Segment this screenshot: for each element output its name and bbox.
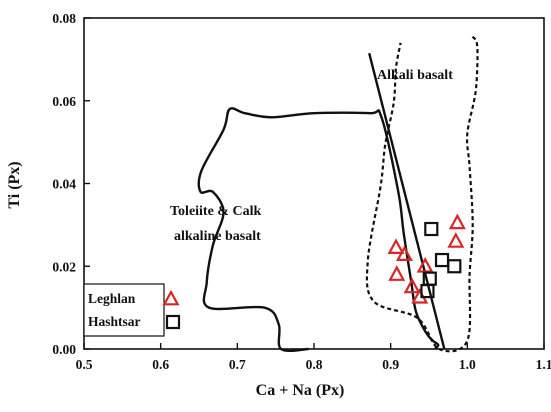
- tholeiite-label-line-1: Toleiite & Calk: [170, 204, 261, 219]
- leghlan-point: [395, 245, 413, 261]
- legend-label-hashtsar: Hashtsar: [88, 314, 141, 329]
- x-tick-label: 1.0: [459, 357, 476, 372]
- leghlan-point: [448, 213, 466, 230]
- y-tick-label: 0.04: [52, 177, 76, 192]
- axis-labels: Ca + Na (Px) Ti (Px): [6, 161, 344, 399]
- field-boundaries: [197, 35, 479, 353]
- hashtsar-point: [434, 252, 450, 268]
- legend-marker-hashtsar: [165, 314, 181, 330]
- x-tick-label: 0.8: [306, 357, 323, 372]
- leghlan-point: [388, 265, 406, 281]
- legend-markers: [162, 289, 181, 330]
- x-tick-label: 1.1: [536, 357, 551, 372]
- y-tick-label: 0.00: [52, 342, 76, 357]
- alkali-field-boundary: [365, 35, 479, 353]
- tholeiite-field-boundary: [197, 107, 440, 353]
- y-tick-label: 0.06: [52, 94, 76, 109]
- y-axis-label: Ti (Px): [6, 161, 23, 208]
- divider-line: [368, 52, 446, 350]
- leghlan-point: [403, 277, 421, 294]
- x-tick-label: 0.7: [229, 357, 246, 372]
- leghlan-point: [447, 232, 465, 248]
- region-annotations: Alkali basalt Toleiite & Calk alkaline b…: [170, 68, 453, 244]
- x-tick-label: 0.5: [76, 357, 93, 372]
- x-tick-label: 0.9: [382, 357, 399, 372]
- legend-box: [83, 283, 165, 337]
- hashtsar-point: [447, 259, 462, 274]
- x-axis-label: Ca + Na (Px): [256, 382, 345, 399]
- legend-label-leghlan: Leghlan: [88, 291, 136, 306]
- data-points: [387, 213, 466, 304]
- x-tick-label: 0.6: [152, 357, 169, 372]
- legend-marker-leghlan: [162, 289, 180, 306]
- tholeiite-label-line-2: alkaline basalt: [174, 229, 261, 244]
- leghlan-point: [387, 238, 405, 254]
- alkali-basalt-label: Alkali basalt: [377, 68, 453, 83]
- legend: Leghlan Hashtsar: [83, 283, 181, 337]
- hashtsar-point: [424, 221, 439, 237]
- y-tick-label: 0.08: [52, 11, 76, 26]
- hashtsar-point: [420, 283, 435, 299]
- y-tick-label: 0.02: [52, 259, 76, 274]
- axis-ticks: 0.5 0.6 0.7 0.8 0.9 1.0 1.1 0.00 0.02 0.04 0.06 0.0…: [52, 11, 551, 372]
- leghlan-point: [416, 257, 434, 273]
